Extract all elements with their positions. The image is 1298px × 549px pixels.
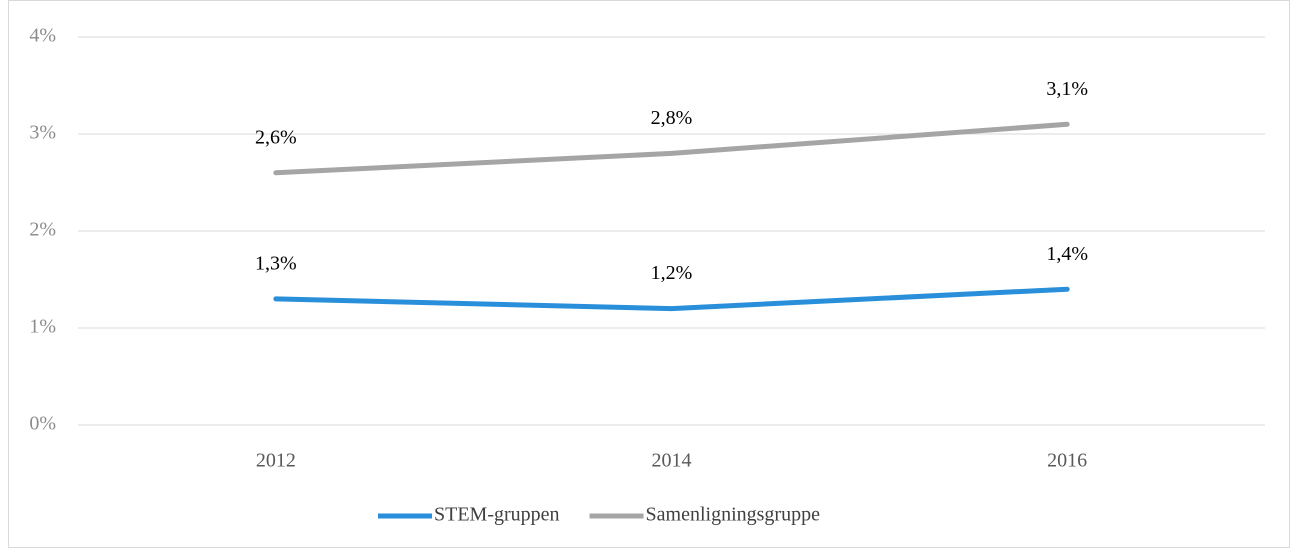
data-label: 1,2% (651, 262, 693, 284)
chart-frame (8, 0, 1290, 548)
series-line (273, 286, 1070, 312)
x-tick-label: 2016 (1047, 450, 1087, 472)
data-label: 3,1% (1046, 78, 1088, 100)
y-tick-label: 3% (29, 122, 56, 144)
legend-label: STEM-gruppen (434, 504, 560, 526)
data-label: 1,3% (255, 252, 297, 274)
series-line (273, 121, 1070, 176)
y-tick-label: 0% (29, 413, 56, 435)
data-label: 2,6% (255, 126, 297, 148)
legend-label: Samenligningsgruppe (646, 504, 821, 526)
data-label: 1,4% (1046, 243, 1088, 265)
y-tick-label: 2% (29, 219, 56, 241)
x-tick-label: 2012 (256, 450, 296, 472)
data-label: 2,8% (651, 107, 693, 129)
y-tick-label: 1% (29, 316, 56, 338)
x-tick-label: 2014 (652, 450, 692, 472)
y-tick-label: 4% (29, 25, 56, 47)
